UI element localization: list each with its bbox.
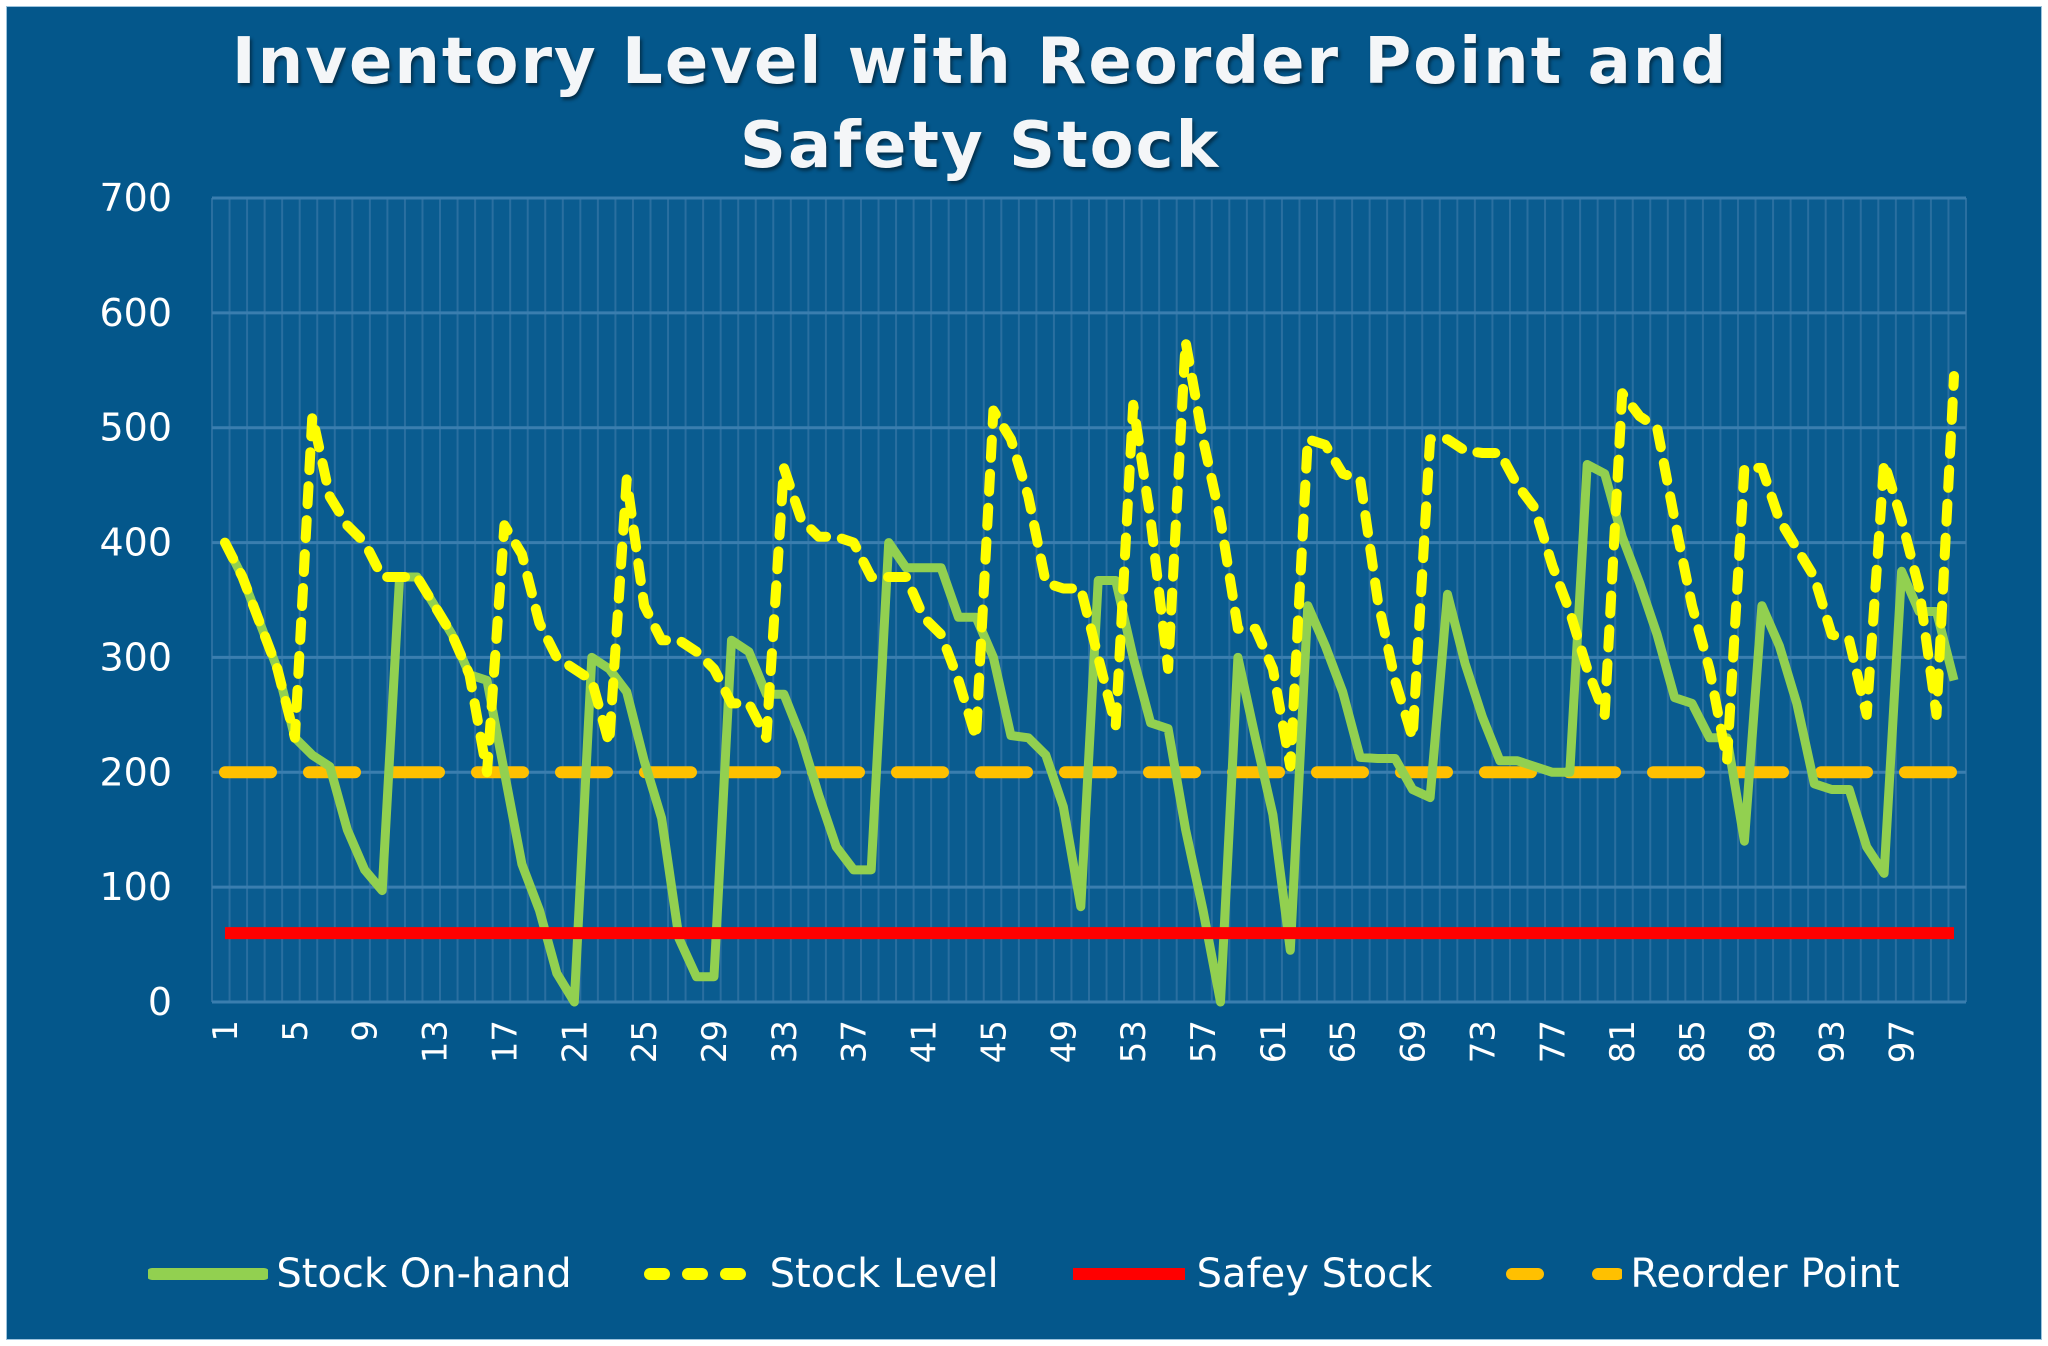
x-tick-label: 21: [555, 1020, 595, 1063]
x-tick-label: 69: [1394, 1020, 1434, 1063]
gridlines: [211, 196, 1967, 1004]
x-tick-label: 13: [416, 1020, 456, 1063]
x-tick-label: 29: [695, 1020, 735, 1063]
x-tick-label: 57: [1184, 1020, 1224, 1063]
legend-item-safety-stock: Safey Stock: [1069, 1251, 1433, 1297]
series-lines: [219, 336, 1960, 1007]
x-tick-label: 33: [765, 1020, 805, 1063]
x-tick-label: 37: [835, 1020, 875, 1063]
legend-item-stock-level: Stock Level: [642, 1251, 999, 1297]
x-tick-label: 65: [1324, 1020, 1364, 1063]
y-axis: 0 100 200 300 400 500 600 700: [99, 176, 172, 1024]
y-tick-label: 300: [99, 635, 172, 679]
y-tick-label: 400: [99, 521, 172, 565]
x-tick-label: 5: [276, 1020, 316, 1042]
x-tick-label: 1: [206, 1020, 246, 1042]
x-tick-label: 85: [1673, 1020, 1713, 1063]
legend-label: Safey Stock: [1196, 1251, 1433, 1297]
legend-swatch-orange-dashed-icon: [1506, 1268, 1623, 1280]
y-tick-label: 600: [99, 291, 172, 335]
x-tick-label: 17: [485, 1020, 525, 1063]
x-tick-label: 73: [1463, 1020, 1503, 1063]
legend-item-reorder-point: Reorder Point: [1502, 1251, 1900, 1297]
y-tick-label: 200: [99, 750, 172, 794]
x-tick-label: 45: [974, 1020, 1014, 1063]
x-tick-label: 81: [1603, 1020, 1643, 1063]
chart-title-line-2: Safety Stock: [739, 109, 1221, 183]
legend-swatch-yellow-dashed-icon: [643, 1268, 762, 1280]
x-tick-label: 49: [1044, 1020, 1084, 1063]
x-tick-label: 93: [1813, 1020, 1853, 1063]
legend-swatch-red-line-icon: [1072, 1268, 1185, 1280]
series-stock-level: [220, 336, 1959, 778]
legend-swatch-green-line-icon: [148, 1268, 269, 1280]
y-tick-label: 700: [99, 176, 172, 220]
legend-label: Reorder Point: [1630, 1251, 1900, 1297]
x-tick-label: 89: [1743, 1020, 1783, 1063]
x-tick-label: 97: [1883, 1020, 1923, 1063]
chart-title: Inventory Level with Reorder Point and S…: [0, 20, 1960, 188]
x-tick-label: 9: [346, 1020, 386, 1042]
y-tick-label: 0: [148, 980, 172, 1024]
x-tick-label: 61: [1254, 1020, 1294, 1063]
x-tick-label: 41: [905, 1020, 945, 1063]
series-stock-on-hand: [220, 460, 1959, 1007]
legend-label: Stock On-hand: [276, 1251, 572, 1297]
chart-title-line-1: Inventory Level with Reorder Point and: [231, 25, 1729, 99]
x-tick-label: 77: [1533, 1020, 1573, 1063]
x-tick-label: 25: [625, 1020, 665, 1063]
legend-label: Stock Level: [769, 1251, 999, 1297]
chart-legend: Stock On-hand Stock Level Safey Stock Re…: [0, 1248, 2048, 1300]
x-tick-label: 53: [1114, 1020, 1154, 1063]
x-axis: 1 5 9 13 17 21 25 29 33 37 41 45 49 53 57 61 65 69 73 77 81 8…: [206, 1020, 1923, 1063]
y-tick-label: 100: [99, 865, 172, 909]
legend-item-stock-on-hand: Stock On-hand: [148, 1251, 572, 1297]
y-tick-label: 500: [99, 406, 172, 450]
